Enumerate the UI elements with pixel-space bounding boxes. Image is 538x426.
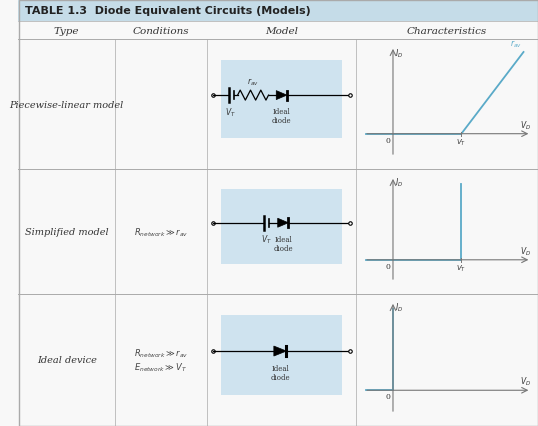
Text: Ideal device: Ideal device [37,356,97,365]
Text: Ideal
diode: Ideal diode [270,364,290,381]
Text: $R_{network} \gg r_{av}$: $R_{network} \gg r_{av}$ [133,347,188,360]
Polygon shape [276,92,287,101]
Bar [221,316,342,394]
Text: $R_{network} \gg r_{av}$: $R_{network} \gg r_{av}$ [133,226,188,238]
Bar [221,61,342,139]
Text: $V_D$: $V_D$ [520,119,531,131]
Text: $V_D$: $V_D$ [520,375,531,387]
Text: $E_{network} \gg V_T$: $E_{network} \gg V_T$ [134,361,187,373]
Text: $I_D$: $I_D$ [395,47,403,59]
Text: Ideal
diode: Ideal diode [273,235,293,252]
Text: $I_D$: $I_D$ [395,177,403,189]
Text: $V_D$: $V_D$ [520,245,531,257]
Text: Piecewise-linear model: Piecewise-linear model [10,100,124,109]
Text: 0: 0 [385,262,390,270]
Text: $V_T$: $V_T$ [456,263,466,273]
Text: TABLE 1.3  Diode Equivalent Circuits (Models): TABLE 1.3 Diode Equivalent Circuits (Mod… [25,6,311,16]
Text: Model: Model [265,26,298,35]
Text: $r_{av}$: $r_{av}$ [247,76,259,88]
Text: Simplified model: Simplified model [25,227,109,236]
Text: $r_{av}$: $r_{av}$ [510,38,521,50]
Polygon shape [274,346,286,356]
Text: 0: 0 [385,136,390,144]
Text: $V_T$: $V_T$ [225,106,236,118]
Text: Characteristics: Characteristics [407,26,487,35]
Text: $V_T$: $V_T$ [261,233,272,246]
Bar [221,190,342,265]
Text: $V_T$: $V_T$ [456,137,466,147]
Text: 0: 0 [385,392,390,400]
Text: Conditions: Conditions [132,26,189,35]
Polygon shape [278,219,288,228]
Text: $I_D$: $I_D$ [395,301,403,314]
Text: Type: Type [54,26,80,35]
Text: Ideal
diode: Ideal diode [272,108,292,125]
Bar [18,0,538,22]
